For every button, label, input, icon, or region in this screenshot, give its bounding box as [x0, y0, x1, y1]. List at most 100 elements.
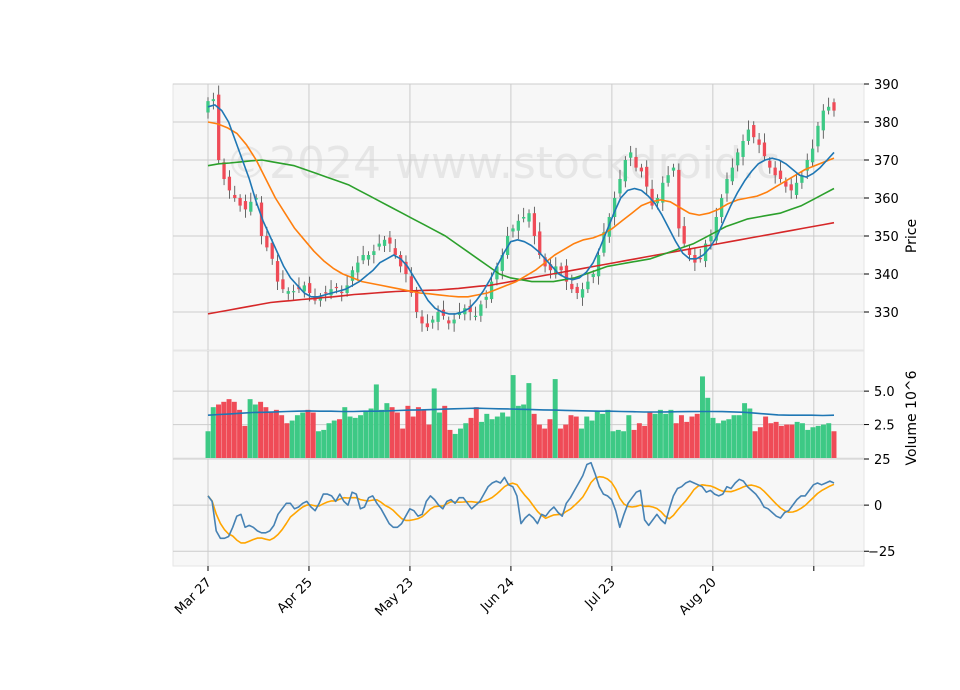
candle-up — [489, 281, 494, 300]
volume-bar — [289, 420, 295, 458]
volume-bar — [726, 419, 732, 458]
volume-bar — [531, 413, 537, 458]
candle-up — [329, 289, 333, 296]
candle-down — [415, 290, 419, 312]
volume-bar — [436, 412, 442, 458]
volume-bar — [252, 404, 258, 458]
oscillator-panel: −25 0 25 — [172, 453, 895, 567]
volume-ma-line — [207, 407, 835, 417]
candle-up — [623, 160, 627, 182]
candle-up — [291, 291, 296, 293]
volume-bar — [347, 416, 353, 458]
candle-up — [805, 160, 809, 171]
osc-slow-line — [207, 475, 835, 544]
candle-down — [832, 102, 836, 111]
candle-down — [259, 202, 264, 236]
candle-up — [746, 129, 751, 141]
volume-panel: 2.5 5.0 Volume 10^6 — [172, 350, 920, 465]
volume-bar — [494, 416, 500, 458]
volume-bar — [647, 412, 653, 458]
volume-bar — [210, 407, 216, 458]
candle-down — [334, 286, 339, 289]
candle-down — [281, 279, 285, 290]
volume-bar — [515, 405, 521, 458]
volume-bar — [479, 421, 485, 458]
volume-axis-label: Volume 10^6 — [904, 370, 920, 465]
candle-up — [821, 110, 825, 131]
price-tick-label: 380 — [874, 116, 899, 131]
volume-tick-label: 2.5 — [874, 419, 895, 434]
volume-bar — [742, 403, 748, 458]
volume-bar — [216, 404, 221, 458]
volume-bar — [673, 423, 679, 458]
volume-bar — [615, 429, 621, 458]
volume-bar — [363, 411, 369, 458]
volume-bar — [505, 416, 511, 458]
volume-bar — [526, 383, 532, 458]
volume-bar — [557, 428, 563, 458]
volume-bar — [821, 424, 826, 458]
candle-up — [522, 217, 526, 219]
volume-bar — [757, 427, 763, 458]
candle-down — [265, 236, 269, 248]
candle-up — [361, 255, 365, 261]
candle-down — [570, 283, 574, 290]
volume-bar — [610, 431, 616, 458]
volume-bar — [500, 412, 506, 458]
candle-down — [698, 258, 702, 260]
volume-bar — [594, 411, 600, 458]
volume-bar — [642, 425, 648, 458]
ma-fast-line — [207, 104, 835, 315]
candle-up — [607, 217, 611, 237]
volume-bar — [542, 428, 548, 458]
candle-up — [372, 251, 376, 255]
candle-down — [275, 261, 280, 282]
candle-down — [420, 316, 424, 324]
candle-down — [222, 162, 226, 179]
volume-bar — [652, 413, 658, 458]
volume-bar — [621, 431, 627, 458]
volume-bar — [694, 413, 700, 458]
volume-bar — [826, 423, 832, 458]
volume-bar — [721, 420, 727, 458]
volume-bar — [763, 416, 769, 458]
volume-bar — [342, 407, 348, 458]
candle-down — [773, 167, 777, 176]
volume-bar — [626, 415, 632, 458]
volume-bar — [794, 421, 800, 458]
candle-up — [479, 304, 483, 316]
volume-bar — [268, 412, 274, 458]
candle-down — [559, 266, 563, 271]
volume-bar — [736, 415, 742, 458]
volume-bar — [447, 429, 453, 458]
volume-bar — [468, 417, 474, 458]
volume-bar — [305, 409, 311, 458]
osc-fast-line — [207, 461, 835, 540]
candle-up — [725, 179, 729, 194]
volume-bar — [552, 379, 558, 458]
volume-bar — [463, 423, 469, 458]
volume-bar — [458, 428, 463, 458]
volume-bar — [247, 399, 253, 458]
volume-bar — [705, 397, 711, 458]
candle-down — [752, 125, 756, 138]
price-tick-label: 350 — [874, 230, 899, 245]
candle-down — [639, 167, 644, 172]
candle-up — [473, 315, 478, 317]
candle-down — [538, 231, 542, 255]
candle-down — [778, 170, 783, 179]
volume-bar — [657, 409, 663, 458]
candle-up — [211, 99, 215, 102]
volume-bar — [563, 424, 569, 458]
volume-tick-label: 5.0 — [874, 385, 895, 400]
candle-up — [527, 213, 531, 222]
candle-down — [409, 276, 413, 293]
candle-up — [810, 148, 815, 163]
volume-bar — [473, 407, 479, 458]
candle-down — [645, 166, 649, 187]
candle-up — [794, 182, 799, 195]
candle-down — [425, 323, 430, 328]
volume-bar — [536, 424, 542, 458]
volume-bar — [405, 405, 411, 458]
candle-down — [575, 286, 579, 293]
